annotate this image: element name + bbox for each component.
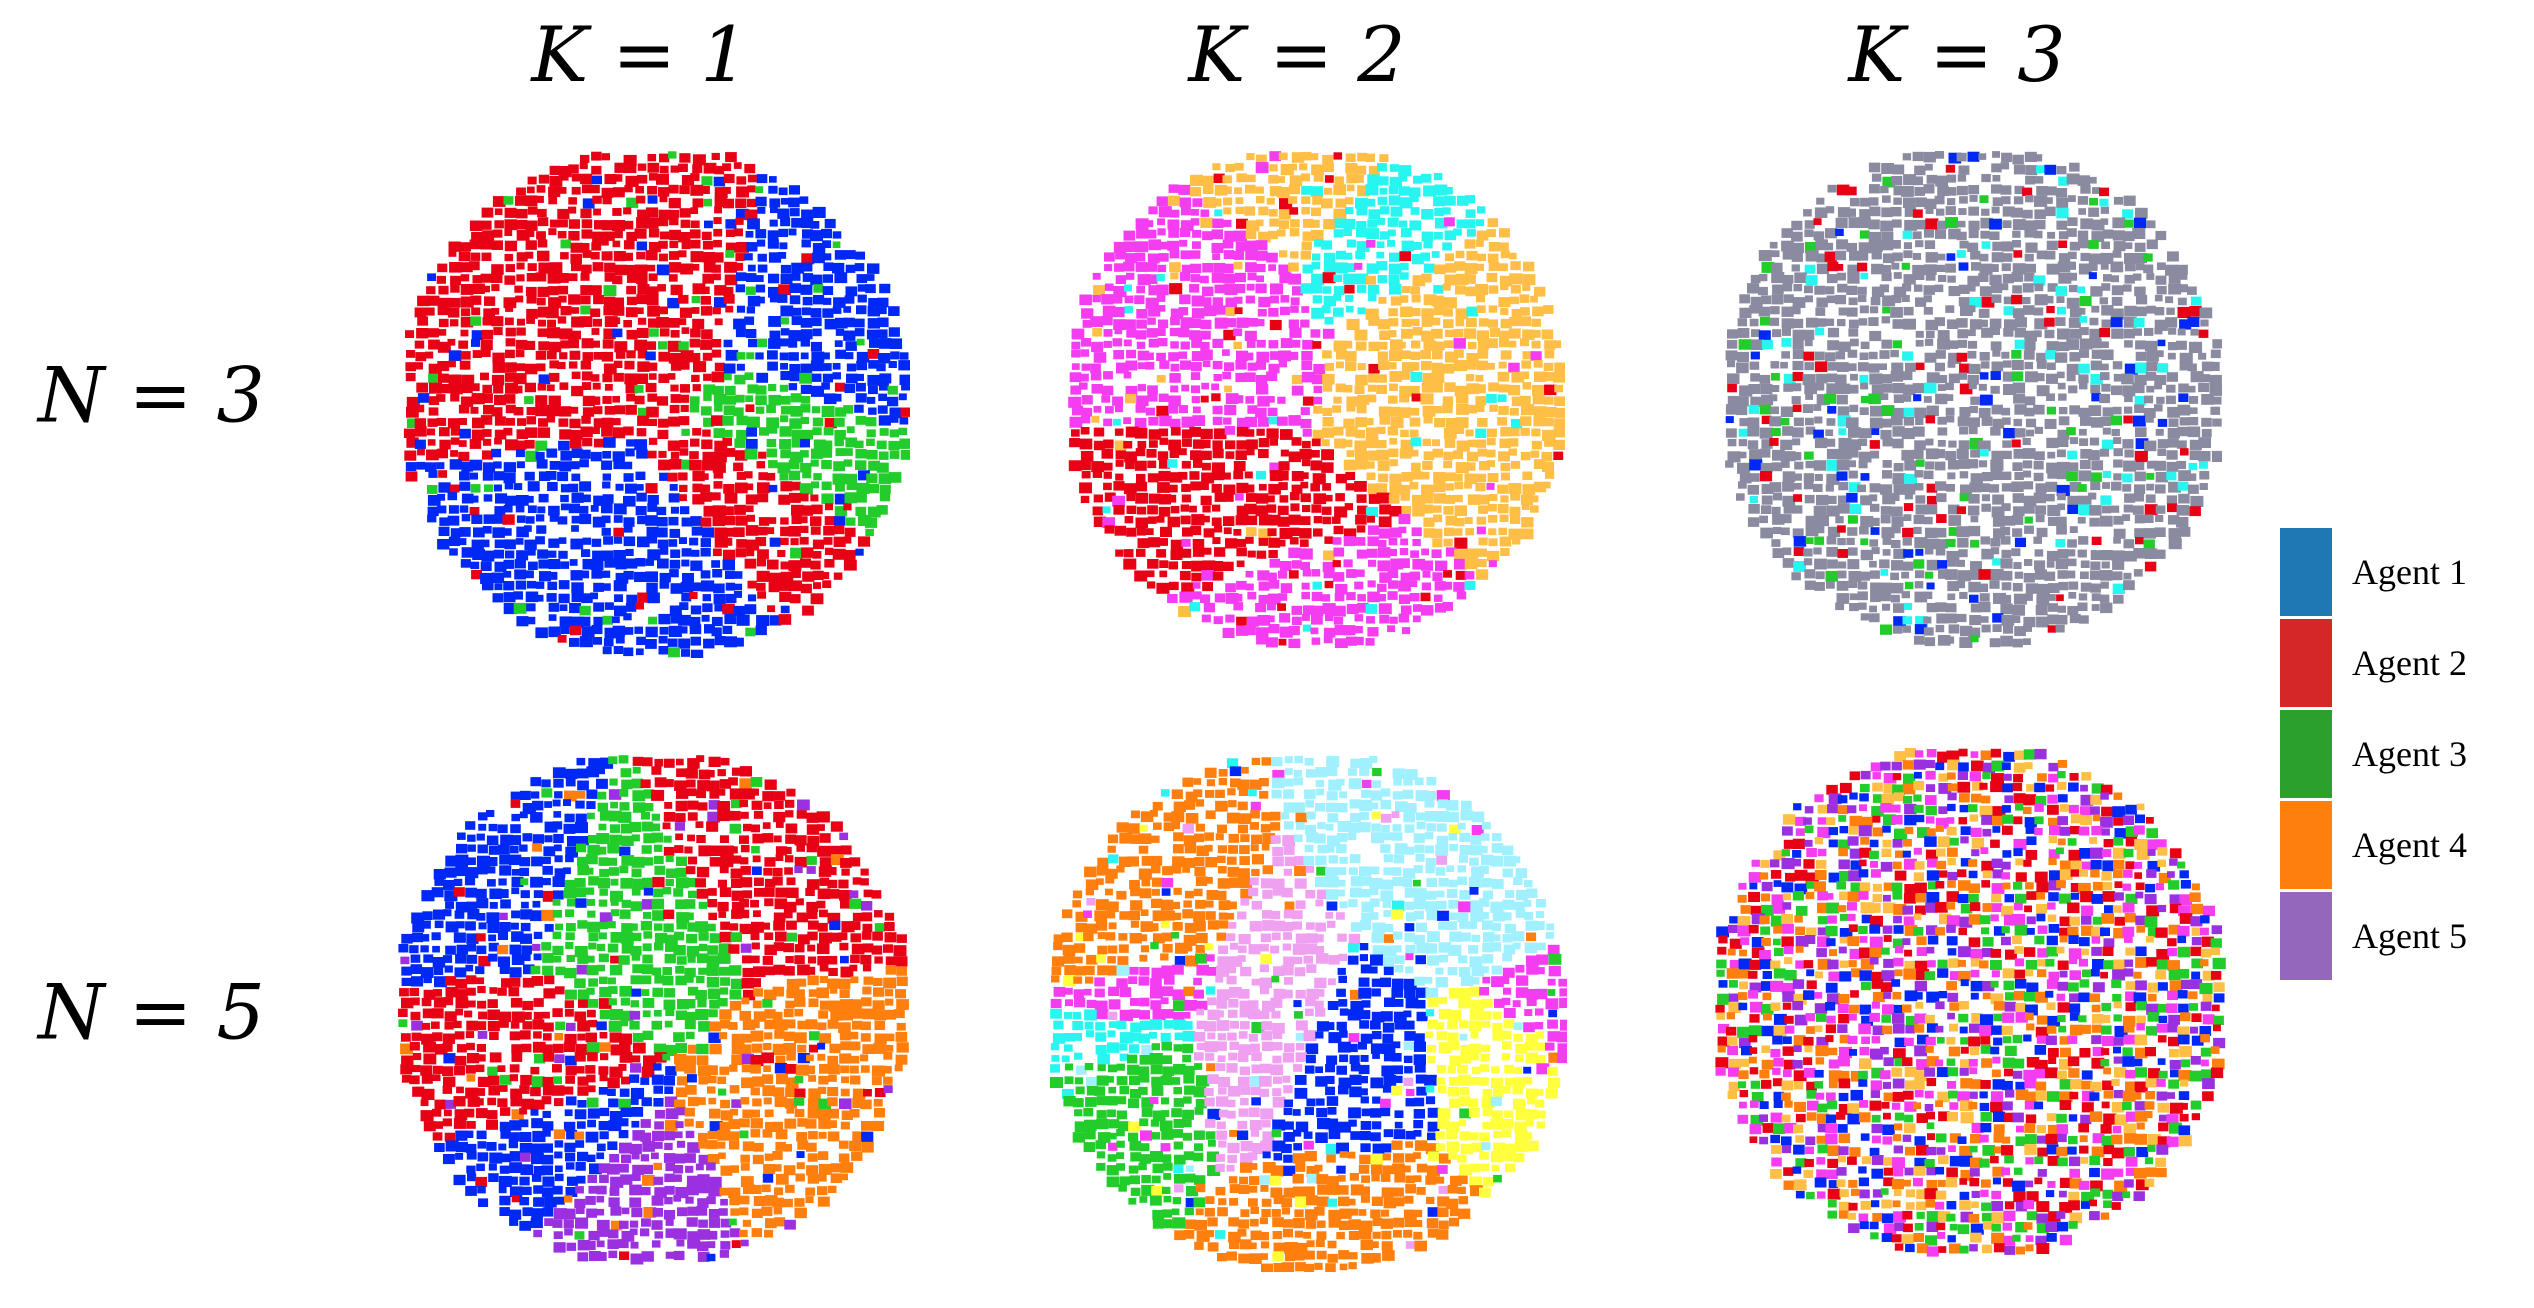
sphere-panel-n5-k2 [1037, 742, 1567, 1272]
legend-label-agent-5: Agent 5 [2352, 915, 2467, 956]
legend-swatch-agent-4 [2280, 800, 2332, 889]
legend-swatch-agent-3 [2280, 709, 2332, 798]
column-label-k2: K = 2 [1188, 10, 1406, 99]
column-label-k1: K = 1 [531, 10, 749, 99]
legend-item-agent-5: Agent 5 [2280, 890, 2520, 981]
sphere-panel-n3-k1 [390, 138, 910, 658]
legend-item-agent-1: Agent 1 [2280, 526, 2520, 617]
legend-label-agent-1: Agent 1 [2352, 551, 2467, 592]
legend-label-agent-3: Agent 3 [2352, 733, 2467, 774]
sphere-panel-n5-k1 [385, 742, 910, 1267]
legend-label-agent-4: Agent 4 [2352, 824, 2467, 865]
legend-label-agent-2: Agent 2 [2352, 642, 2467, 683]
sphere-panel-n3-k2 [1055, 138, 1565, 648]
row-label-n3: N = 3 [38, 350, 265, 440]
row-label-n5: N = 5 [38, 967, 265, 1057]
sphere-panel-n3-k3 [1712, 138, 2222, 648]
legend-swatch-agent-1 [2280, 527, 2332, 616]
column-label-k3: K = 3 [1848, 10, 2066, 99]
legend-item-agent-2: Agent 2 [2280, 617, 2520, 708]
legend: Agent 1 Agent 2 Agent 3 Agent 4 Agent 5 [2280, 526, 2520, 981]
legend-swatch-agent-2 [2280, 618, 2332, 707]
legend-swatch-agent-5 [2280, 891, 2332, 980]
legend-item-agent-4: Agent 4 [2280, 799, 2520, 890]
sphere-panel-n5-k3 [1702, 735, 2227, 1260]
legend-item-agent-3: Agent 3 [2280, 708, 2520, 799]
